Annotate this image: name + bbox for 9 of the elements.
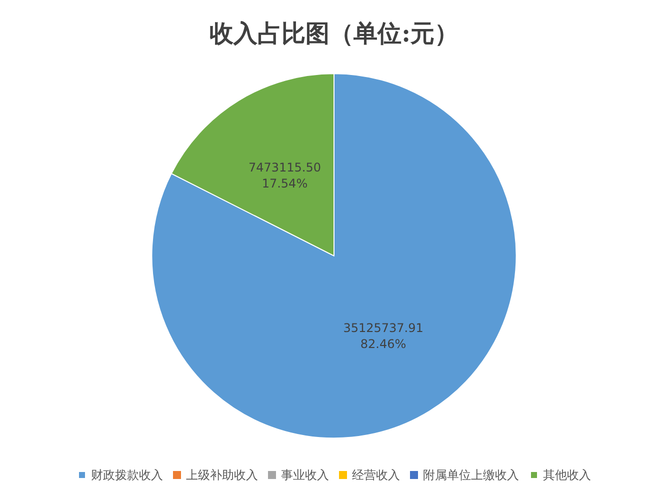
legend-label: 事业收入 [281,468,329,482]
legend-label: 附属单位上缴收入 [423,468,519,482]
legend-label: 其他收入 [543,468,591,482]
data-label: 7473115.50 17.54% [248,160,321,191]
legend-label: 上级补助收入 [186,468,258,482]
chart-title: 收入占比图（单位:元） [210,18,458,48]
data-label: 35125737.91 82.46% [343,321,424,352]
legend-label: 经营收入 [352,468,400,482]
legend-label: 财政拨款收入 [91,468,163,482]
